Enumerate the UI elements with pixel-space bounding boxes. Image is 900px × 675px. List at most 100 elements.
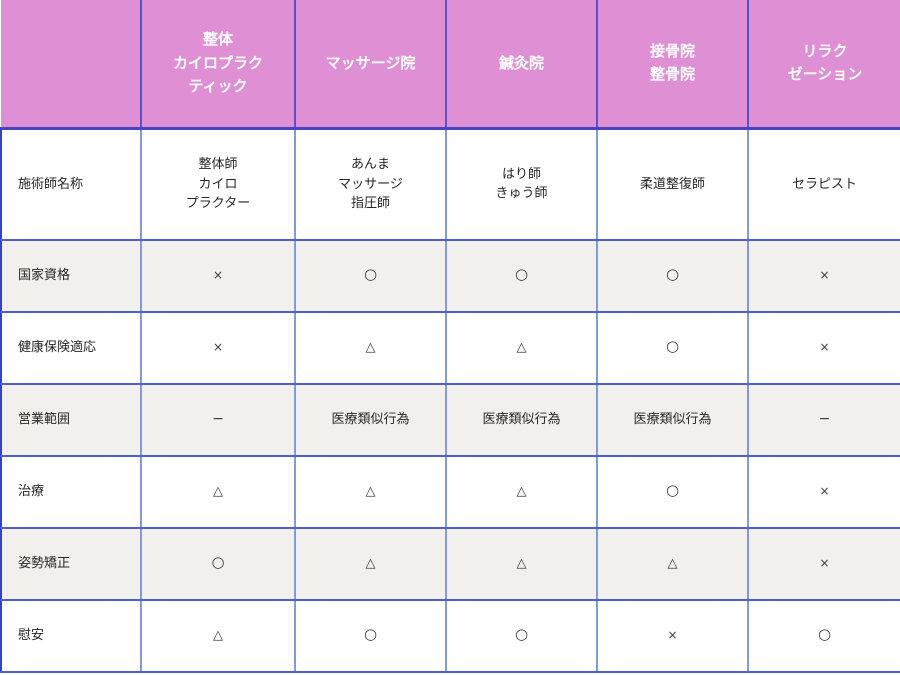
header-line: マッサージ院 (325, 53, 416, 72)
table-row: 国家資格 × ○ ○ ○ × (0, 240, 900, 313)
cell-line: 医療類似行為 (331, 412, 410, 428)
cell-mark-dash: − (141, 384, 296, 457)
cell-line: マッサージ (338, 176, 403, 192)
triangle-mark-icon: △ (365, 484, 376, 500)
cell-line: 医療類似行為 (633, 412, 712, 428)
cell-mark-triangle: △ (597, 528, 749, 601)
header-cell-sekkotsu: 接骨院 整骨院 (597, 0, 749, 130)
triangle-mark-icon: △ (667, 556, 678, 572)
triangle-mark-icon: △ (365, 340, 376, 356)
triangle-mark-icon: △ (213, 628, 223, 644)
cell-line: 医療類似行為 (482, 412, 561, 428)
circle-mark-icon: ○ (665, 265, 680, 284)
cell-mark-cross: × (748, 528, 900, 601)
cell-mark-circle: ○ (446, 600, 598, 673)
header-line: カイロプラク (172, 53, 263, 72)
cross-mark-icon: × (667, 628, 678, 643)
cell-line: 指圧師 (350, 196, 390, 211)
table-row: 慰安 △ ○ ○ × ○ (0, 600, 900, 673)
cell-mark-triangle: △ (295, 528, 447, 601)
cell-mark-circle: ○ (597, 240, 749, 313)
header-line: 接骨院 (649, 42, 695, 60)
cross-mark-icon: × (212, 340, 224, 355)
cell-mark-circle: ○ (295, 240, 447, 313)
cell-line: 柔道整復師 (639, 176, 705, 192)
triangle-mark-icon: △ (516, 340, 527, 356)
cell-mark-cross: × (748, 240, 900, 313)
header-line: 整体 (202, 30, 233, 49)
cell-mark-triangle: △ (446, 456, 598, 529)
cell-text: セラピスト (748, 128, 900, 241)
circle-mark-icon: ○ (665, 481, 680, 500)
cell-mark-triangle: △ (295, 456, 447, 529)
cell-mark-circle: ○ (141, 528, 296, 601)
cell-mark-cross: × (141, 312, 296, 385)
cell-mark-circle: ○ (295, 600, 447, 673)
header-cell-relaxation: リラク ゼーション (748, 0, 900, 130)
circle-mark-icon: ○ (211, 553, 225, 572)
triangle-mark-icon: △ (516, 556, 527, 572)
cell-text: あんまマッサージ指圧師 (295, 128, 447, 241)
cross-mark-icon: × (212, 268, 224, 283)
cell-text: 医療類似行為 (446, 384, 598, 457)
cell-mark-triangle: △ (446, 528, 598, 601)
table-body: 施術師名称 整体師 カイロ プラクター あんま マッサージ 指圧師 はり師 きゅう師 柔道整復師セ… (0, 128, 900, 673)
cell-text: 整体師 カイロ プラクター (141, 128, 296, 241)
table-header: 整体 カイロプラク ティック マッサージ院 鍼灸院 接骨院 整骨院 リラク ゼー… (1, 0, 900, 130)
triangle-mark-icon: △ (516, 484, 527, 500)
header-line: 鍼灸院 (498, 53, 544, 72)
cell-mark-circle: ○ (597, 312, 749, 385)
circle-mark-icon: ○ (363, 265, 378, 284)
row-label-cell: 健康保険適応 (0, 312, 142, 385)
circle-mark-icon: ○ (514, 625, 529, 644)
cell-text: 医療類似行為 (597, 384, 749, 457)
header-cell-shinkyu: 鍼灸院 (446, 0, 598, 130)
cell-mark-cross: × (141, 240, 296, 313)
cell-mark-circle: ○ (446, 240, 598, 313)
dash-mark-icon: − (212, 411, 224, 428)
header-line: リラク (802, 42, 848, 60)
table-row: 姿勢矯正 ○ △ △ △ × (0, 528, 900, 601)
circle-mark-icon: ○ (514, 265, 529, 284)
cell-line: カイロ (198, 176, 238, 192)
cell-mark-triangle: △ (446, 312, 598, 385)
row-label-cell: 姿勢矯正 (0, 528, 142, 601)
header-cell-corner (1, 0, 142, 130)
cell-mark-triangle: △ (141, 600, 296, 673)
cell-mark-triangle: △ (295, 312, 447, 385)
table-row: 治療 △ △ △ ○ × (0, 456, 900, 529)
table-row: 営業範囲 − 医療類似行為 医療類似行為 医療類似行為 − (0, 384, 900, 457)
row-label-cell: 治療 (0, 456, 142, 529)
cross-mark-icon: × (819, 556, 830, 571)
table-row: 健康保険適応 × △ △ ○ × (0, 312, 900, 385)
cell-line: はり師 (501, 166, 541, 182)
header-cell-massage: マッサージ院 (295, 0, 447, 130)
header-line: ティック (188, 76, 248, 95)
row-label-cell: 営業範囲 (0, 384, 142, 457)
cell-line: プラクター (185, 196, 251, 211)
cell-line: あんま (350, 157, 390, 172)
header-line: ゼーション (787, 65, 863, 84)
cell-text: はり師 きゅう師 (446, 128, 598, 241)
header-line: 整骨院 (649, 65, 695, 84)
circle-mark-icon: ○ (665, 337, 680, 356)
dash-mark-icon: − (818, 411, 831, 428)
cell-mark-cross: × (748, 456, 900, 529)
triangle-mark-icon: △ (365, 556, 376, 572)
cell-line: きゅう師 (495, 186, 548, 202)
header-row: 整体 カイロプラク ティック マッサージ院 鍼灸院 接骨院 整骨院 リラク ゼー… (1, 0, 900, 130)
cross-mark-icon: × (819, 340, 830, 355)
cell-mark-triangle: △ (141, 456, 296, 529)
row-label-cell: 慰安 (0, 600, 142, 673)
table-row: 施術師名称 整体師 カイロ プラクター あんま マッサージ 指圧師 はり師 きゅう師 柔道整復師セ… (0, 128, 900, 241)
cell-mark-dash: − (748, 384, 900, 457)
triangle-mark-icon: △ (213, 484, 223, 500)
cross-mark-icon: × (819, 484, 830, 499)
cell-mark-circle: ○ (597, 456, 749, 529)
row-label-cell: 施術師名称 (0, 128, 142, 241)
cell-mark-cross: × (748, 312, 900, 385)
cell-mark-cross: × (597, 600, 749, 673)
cell-text: 医療類似行為 (295, 384, 447, 457)
row-label-cell: 国家資格 (0, 240, 142, 313)
